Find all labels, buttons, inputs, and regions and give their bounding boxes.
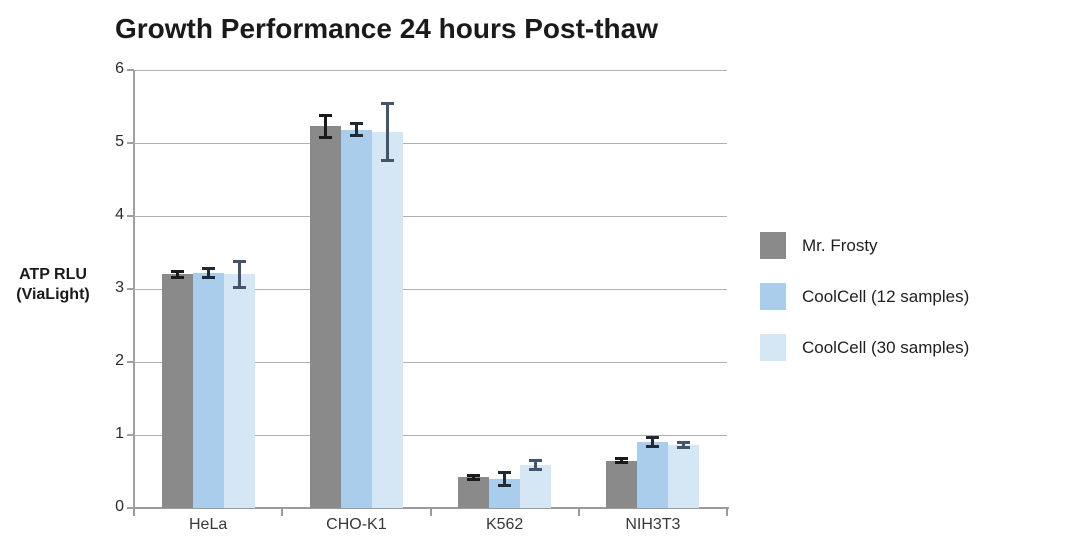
error-bar-line (354, 123, 358, 137)
x-category-label: CHO-K1 (326, 516, 387, 533)
bar (668, 445, 700, 508)
y-tick-label: 3 (115, 279, 124, 296)
gridline (134, 288, 727, 290)
x-axis-tick (133, 509, 135, 516)
error-bar-line (503, 471, 507, 487)
error-bar-line (206, 267, 210, 279)
error-bar-cap-bottom (467, 477, 481, 481)
error-bar-cap-bottom (498, 484, 512, 488)
y-axis-tick (127, 434, 134, 436)
error-bar-cap-bottom (349, 134, 363, 138)
error-bar-line (323, 114, 327, 138)
legend-item: CoolCell (30 samples) (760, 334, 969, 361)
error-bar-cap-bottom (677, 446, 691, 450)
bar (192, 272, 224, 508)
x-axis-tick (726, 509, 728, 516)
y-tick-label: 4 (115, 206, 124, 223)
error-bar-cap-top (380, 101, 394, 105)
error-bar-cap-bottom (170, 276, 184, 280)
error-bar-cap-top (170, 269, 184, 273)
error-bar-cap-bottom (380, 159, 394, 163)
y-tick-label: 6 (115, 60, 124, 77)
x-axis-line (133, 507, 729, 509)
y-tick-label: 2 (115, 352, 124, 369)
error-bar-line (682, 442, 686, 449)
error-bar-cap-bottom (646, 445, 660, 449)
bar (371, 132, 403, 508)
x-axis-tick (429, 509, 432, 516)
error-bar-line (534, 459, 538, 471)
x-category-label: HeLa (189, 516, 228, 533)
y-axis-tick (127, 361, 134, 363)
error-bar-cap-top (467, 474, 481, 478)
legend-swatch (760, 232, 786, 259)
error-bar-cap-top (201, 266, 215, 270)
legend: Mr. Frosty CoolCell (12 samples) CoolCell … (760, 232, 969, 385)
y-tick-label: 0 (115, 498, 124, 515)
x-category-label: NIH3T3 (625, 516, 681, 533)
gridline (134, 142, 727, 144)
gridline (134, 361, 727, 363)
bar (606, 460, 638, 508)
error-bar-line (472, 475, 476, 480)
bar (223, 274, 255, 508)
gridline (134, 69, 727, 71)
error-bar-cap-top (318, 113, 332, 117)
error-bar-cap-top (529, 458, 543, 462)
error-bar-cap-bottom (318, 135, 332, 139)
gridline (134, 434, 727, 436)
error-bar-line (620, 458, 624, 463)
y-axis-tick (127, 215, 134, 217)
y-axis-label-line1: ATP RLU (19, 266, 87, 283)
bar (161, 274, 193, 508)
y-axis-tick (127, 288, 134, 290)
error-bar-cap-bottom (615, 460, 629, 464)
error-bar-cap-top (677, 441, 691, 445)
y-axis-tick (127, 507, 134, 509)
y-axis-label: ATP RLU (ViaLight) (0, 265, 106, 305)
error-bar-cap-top (646, 436, 660, 440)
y-axis-tick (127, 69, 134, 71)
bar (637, 442, 669, 508)
error-bar-cap-top (349, 122, 363, 126)
legend-item: CoolCell (12 samples) (760, 283, 969, 310)
bar (340, 129, 372, 508)
legend-label: CoolCell (30 samples) (802, 337, 970, 357)
x-axis-tick (281, 509, 284, 516)
gridline (134, 215, 727, 217)
error-bar-line (651, 437, 655, 448)
y-axis-tick (127, 142, 134, 144)
error-bar-cap-bottom (201, 276, 215, 280)
legend-label: CoolCell (12 samples) (802, 286, 970, 306)
error-bar-line (175, 270, 179, 279)
x-axis-tick (577, 509, 580, 516)
error-bar-cap-top (498, 470, 512, 474)
y-tick-label: 1 (115, 425, 124, 442)
legend-swatch (760, 334, 786, 361)
bar (520, 464, 552, 508)
error-bar-line (237, 260, 241, 289)
error-bar-cap-bottom (232, 286, 246, 290)
error-bar-cap-bottom (529, 468, 543, 472)
x-category-label: K562 (485, 516, 524, 533)
y-axis-label-line2: (ViaLight) (16, 286, 90, 303)
plot-area (127, 69, 729, 516)
legend-swatch (760, 283, 786, 310)
error-bar-cap-top (232, 259, 246, 263)
chart-title: Growth Performance 24 hours Post-thaw (115, 13, 658, 44)
bar (458, 477, 490, 508)
error-bar-cap-top (615, 457, 629, 461)
legend-label: Mr. Frosty (802, 235, 878, 255)
y-tick-label: 5 (115, 133, 124, 150)
bar (309, 126, 341, 508)
legend-item: Mr. Frosty (760, 232, 969, 259)
error-bar-line (385, 102, 389, 162)
